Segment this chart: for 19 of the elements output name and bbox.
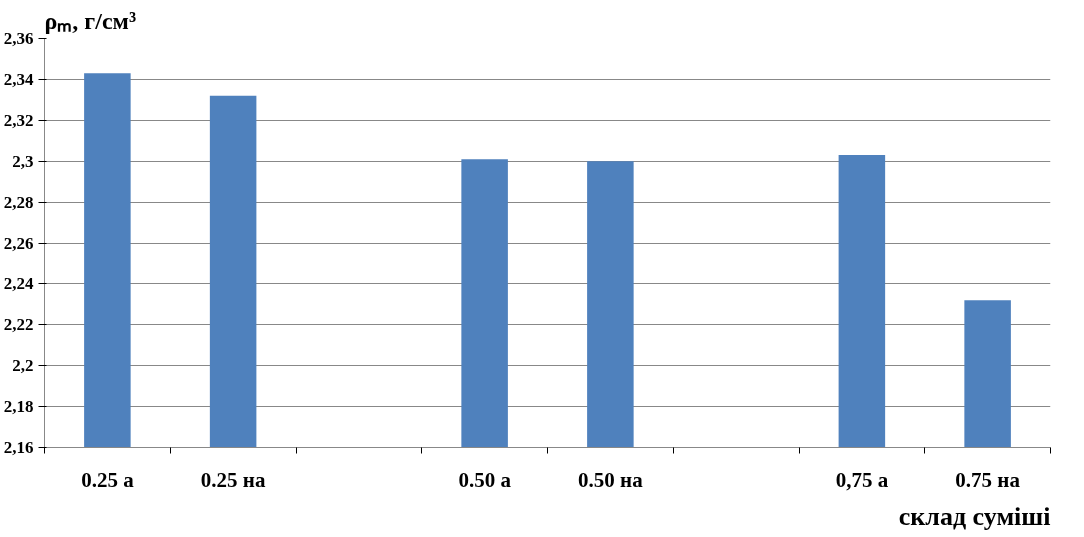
y-tick-label: 2,18 <box>3 397 34 417</box>
y-tick-label: 2,26 <box>3 233 34 253</box>
y-axis-title: ρₘ, г/см³ <box>44 7 137 34</box>
y-tick-label: 2,34 <box>3 69 34 89</box>
x-tick-label: 0.75 на <box>955 467 1021 492</box>
x-tick-label: 0.25 на <box>200 467 266 492</box>
x-axis-title: склад суміші <box>898 501 1051 531</box>
y-tick-label: 2,16 <box>3 438 34 457</box>
y-tick-label: 2,3 <box>12 151 34 171</box>
y-tick-label: 2,36 <box>3 29 34 48</box>
y-tick-label: 2,22 <box>3 315 34 335</box>
y-tick-label: 2,2 <box>12 356 34 376</box>
x-tick-label: 0.25 а <box>81 467 135 492</box>
x-tick-label: 0.50 на <box>578 467 644 492</box>
x-tick-label: 0.50 а <box>458 467 512 492</box>
x-tick-label: 0,75 а <box>835 467 889 492</box>
y-tick-label: 2,28 <box>3 192 34 212</box>
y-tick-label: 2,32 <box>3 110 34 130</box>
y-tick-label: 2,24 <box>3 274 34 294</box>
